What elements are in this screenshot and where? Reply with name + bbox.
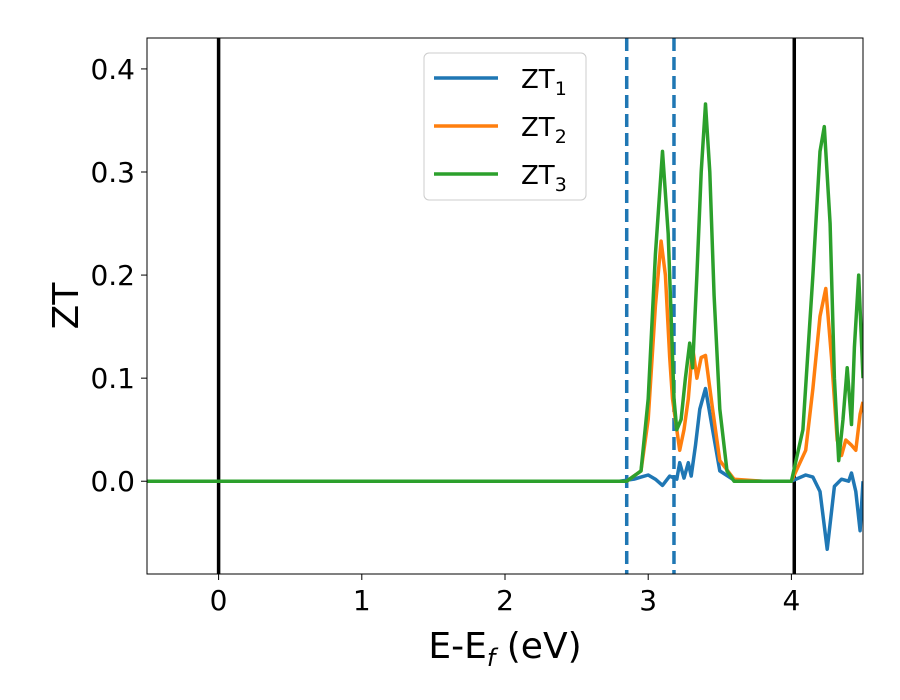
series-line-3 <box>147 102 863 483</box>
y-axis-label: ZT <box>46 282 87 330</box>
series-line-2 <box>147 239 863 483</box>
legend-label-2: ZT2 <box>521 113 567 148</box>
legend-box <box>423 52 587 201</box>
x-tick-label: 2 <box>496 584 514 617</box>
y-tick-label: 0.4 <box>90 53 135 86</box>
x-tick-label: 4 <box>782 584 800 617</box>
x-axis-ticks: 0 1 2 3 4 <box>210 574 800 617</box>
y-axis-ticks: 0.0 0.1 0.2 0.3 0.4 <box>90 53 147 498</box>
vertical-reference-lines <box>216 38 797 574</box>
legend-label-3: ZT3 <box>521 161 567 196</box>
y-tick-label: 0.3 <box>90 156 135 189</box>
legend: ZT1 ZT2 ZT3 <box>423 52 587 201</box>
series-line-1 <box>147 386 863 552</box>
y-tick-label: 0.1 <box>90 362 135 395</box>
x-tick-label: 0 <box>210 584 228 617</box>
x-axis-label: E-Ef (eV) <box>428 626 581 672</box>
x-tick-label: 3 <box>639 584 657 617</box>
y-tick-label: 0.2 <box>90 259 135 292</box>
x-tick-label: 1 <box>353 584 371 617</box>
series-layer <box>147 102 863 552</box>
legend-label-1: ZT1 <box>521 65 567 100</box>
y-tick-label: 0.0 <box>90 465 135 498</box>
